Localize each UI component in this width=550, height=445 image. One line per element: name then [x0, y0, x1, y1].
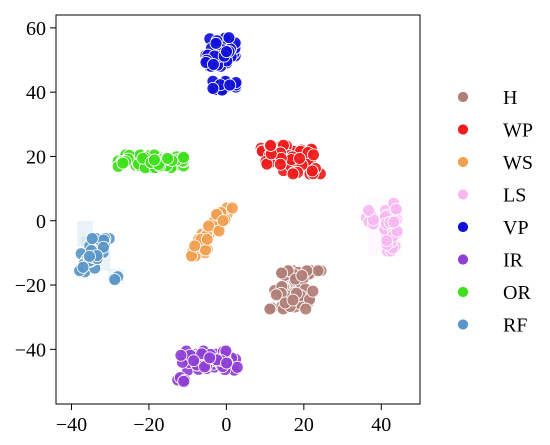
- data-point: [263, 302, 277, 316]
- legend-marker: [457, 253, 469, 266]
- legend-marker: [457, 318, 469, 331]
- data-point: [187, 354, 201, 368]
- series-vp: [199, 31, 243, 97]
- legend-label: LS: [503, 185, 526, 207]
- x-axis: −40 −20 0 20 40: [56, 404, 391, 436]
- data-point: [223, 78, 237, 92]
- legend-marker: [457, 91, 469, 103]
- data-point: [147, 153, 161, 167]
- x-tick-label: −20: [133, 414, 164, 436]
- legend-label: WS: [503, 152, 533, 174]
- series-h: [263, 264, 328, 316]
- data-point: [206, 57, 220, 71]
- data-point: [220, 45, 233, 58]
- legend-marker: [457, 156, 469, 168]
- data-point: [177, 150, 190, 164]
- x-tick-label: 0: [221, 414, 231, 436]
- data-point: [380, 234, 394, 247]
- legend-label: H: [503, 87, 517, 109]
- legend-marker: [457, 123, 469, 136]
- data-point: [299, 302, 313, 316]
- data-point: [206, 81, 220, 95]
- series-rf: [73, 232, 125, 287]
- data-point: [203, 351, 217, 365]
- y-tick-label: 20: [26, 146, 46, 168]
- data-point: [275, 266, 289, 280]
- legend-item-wp: WP: [457, 120, 533, 142]
- series-ir: [171, 344, 244, 389]
- data-point: [222, 31, 236, 45]
- legend-label: OR: [503, 282, 531, 304]
- y-tick-label: 60: [26, 18, 46, 40]
- data-point: [82, 249, 96, 263]
- x-tick-label: 20: [294, 414, 314, 436]
- data-point: [161, 152, 175, 165]
- legend-item-rf: RF: [457, 315, 527, 337]
- data-point: [177, 374, 191, 388]
- data-point: [174, 348, 188, 362]
- data-point: [220, 356, 234, 370]
- legend: H WP WS LS VP IR OR RF: [457, 87, 533, 337]
- data-point: [269, 288, 283, 302]
- data-point: [225, 201, 239, 215]
- data-point: [305, 164, 319, 178]
- data-point: [286, 167, 300, 181]
- legend-label: RF: [503, 315, 527, 337]
- data-point: [200, 232, 214, 246]
- data-point: [295, 269, 309, 283]
- series-ws: [185, 201, 239, 263]
- plot-points: [73, 31, 404, 389]
- data-point: [362, 203, 375, 217]
- series-ls: [359, 196, 404, 258]
- data-point: [209, 36, 223, 50]
- data-point: [311, 264, 325, 278]
- data-point: [387, 215, 401, 229]
- series-wp: [254, 138, 327, 181]
- data-point: [264, 139, 278, 152]
- data-point: [108, 273, 122, 287]
- legend-item-ls: LS: [457, 185, 526, 207]
- legend-label: VP: [503, 217, 529, 239]
- legend-item-h: H: [457, 87, 517, 109]
- data-point: [85, 232, 99, 246]
- y-tick-label: 0: [36, 211, 46, 233]
- data-point: [230, 360, 244, 374]
- legend-marker: [457, 221, 469, 233]
- data-point: [286, 293, 300, 307]
- legend-item-ir: IR: [457, 250, 524, 272]
- legend-marker: [457, 188, 469, 201]
- plot-frame: [55, 14, 421, 405]
- y-tick-label: −40: [15, 339, 46, 361]
- data-point: [188, 239, 202, 253]
- cluster-tints: [77, 198, 403, 284]
- legend-item-ws: WS: [457, 152, 533, 174]
- series-or: [111, 148, 190, 175]
- data-point: [293, 152, 307, 165]
- y-tick-label: 40: [26, 82, 46, 104]
- data-point: [306, 284, 320, 298]
- data-point: [389, 202, 403, 216]
- legend-label: IR: [503, 250, 524, 272]
- data-point: [116, 156, 130, 170]
- y-axis: −40 −20 0 20 40 60: [15, 18, 56, 361]
- legend-item-vp: VP: [457, 217, 529, 239]
- data-point: [273, 157, 287, 171]
- x-tick-label: 40: [371, 414, 391, 436]
- data-point: [76, 260, 90, 274]
- legend-label: WP: [503, 120, 533, 142]
- data-point: [307, 148, 320, 162]
- legend-marker: [457, 286, 469, 298]
- x-tick-label: −40: [56, 414, 87, 436]
- legend-item-or: OR: [457, 282, 531, 304]
- data-point: [216, 214, 230, 228]
- data-point: [202, 219, 216, 233]
- y-tick-label: −20: [15, 275, 46, 297]
